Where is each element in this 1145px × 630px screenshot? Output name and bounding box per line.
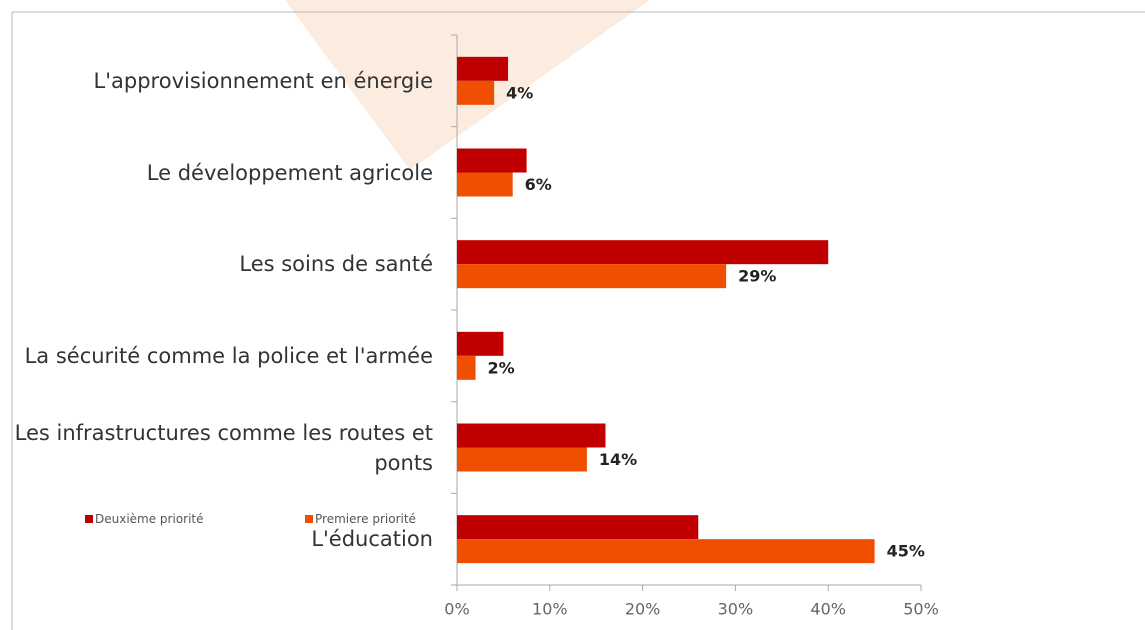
data-label: 2% [488, 358, 515, 377]
x-tick-label: 50% [903, 600, 939, 619]
data-label: 4% [506, 83, 533, 102]
bar [457, 80, 495, 105]
category-label: Le développement agricole [146, 160, 433, 185]
legend-label: Deuxième priorité [95, 512, 204, 526]
bar [457, 264, 727, 289]
legend-item: Premiere priorité [305, 512, 416, 526]
bar [457, 539, 875, 564]
data-label: 6% [525, 175, 552, 194]
legend-item: Deuxième priorité [85, 512, 204, 526]
legend-swatch [305, 515, 313, 523]
data-label: 45% [887, 542, 925, 561]
bar [457, 240, 829, 265]
x-tick-label: 30% [718, 600, 754, 619]
legend-label: Premiere priorité [315, 512, 416, 526]
bar [457, 331, 504, 356]
bar [457, 148, 527, 173]
category-label: L'éducation [311, 527, 433, 552]
bar [457, 515, 699, 540]
bar [457, 447, 587, 472]
x-tick-label: 40% [810, 600, 846, 619]
bar [457, 355, 476, 380]
category-label: Les infrastructures comme les routes et … [14, 420, 433, 475]
x-tick-label: 20% [625, 600, 661, 619]
category-label: Les soins de santé [239, 252, 433, 277]
legend-swatch [85, 515, 93, 523]
data-label: 14% [599, 450, 637, 469]
data-label: 29% [738, 267, 776, 286]
bar [457, 172, 513, 197]
category-label: L'approvisionnement en énergie [93, 68, 433, 93]
x-tick-label: 0% [444, 600, 469, 619]
bar [457, 56, 509, 81]
x-tick-label: 10% [532, 600, 568, 619]
bar [457, 423, 606, 448]
category-label: La sécurité comme la police et l'armée [24, 343, 433, 368]
